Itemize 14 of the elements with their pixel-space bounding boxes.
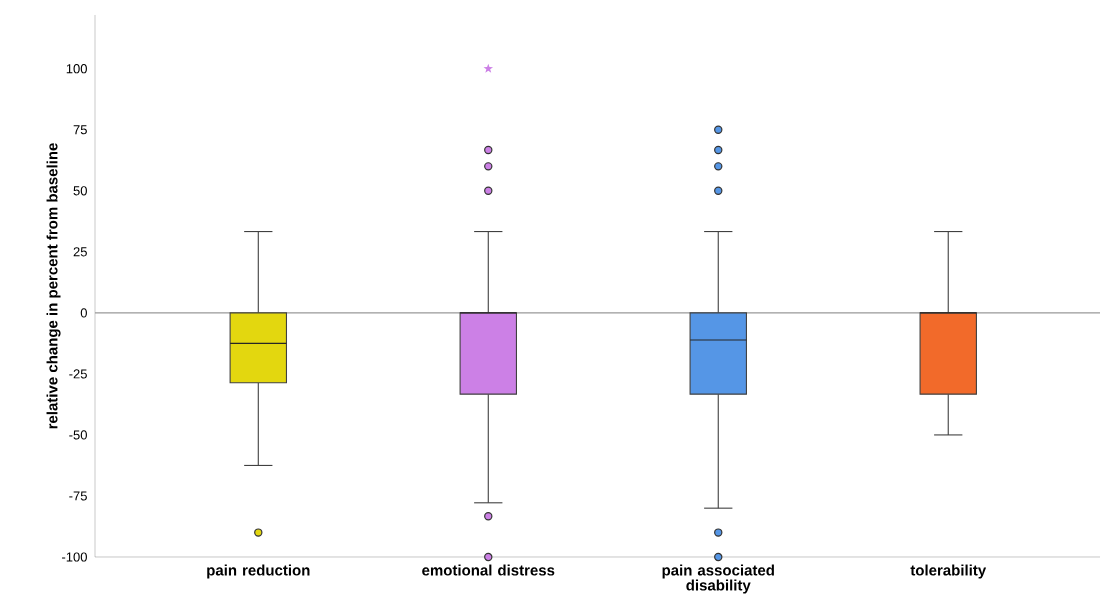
y-tick-label: 100 [66, 64, 87, 74]
y-axis-title: relative change in percent from baseline [46, 143, 61, 429]
y-tick-label: -25 [69, 369, 87, 379]
y-tick-label: -75 [69, 491, 87, 501]
y-tick-label: 0 [80, 308, 87, 318]
y-tick-label: 75 [73, 125, 87, 135]
y-tick-label: -50 [69, 430, 87, 440]
x-tick-label: pain associated disability [662, 564, 774, 594]
y-tick-label: 50 [73, 186, 87, 196]
x-tick-label: pain reduction [207, 564, 310, 579]
y-tick-label: -100 [62, 552, 87, 562]
x-tick-label: emotional distress [422, 564, 555, 576]
y-tick-label: 25 [73, 247, 87, 257]
x-tick-label: tolerability [910, 564, 987, 579]
